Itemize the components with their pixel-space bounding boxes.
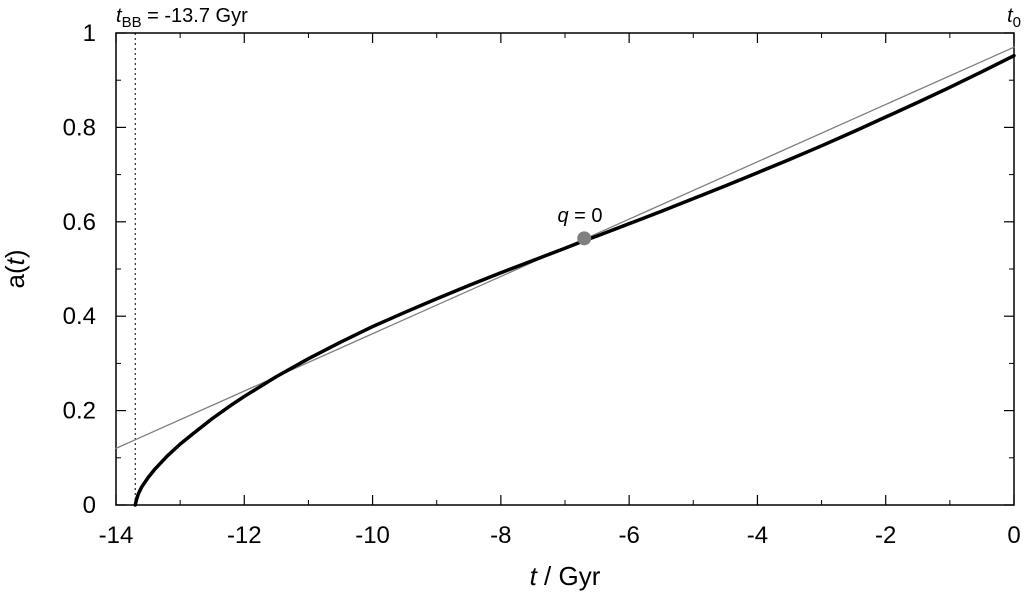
y-tick-label: 0.2 xyxy=(63,398,96,425)
big-bang-annotation: tBB = -13.7 Gyr xyxy=(116,5,248,31)
y-tick-label: 0.4 xyxy=(63,303,96,330)
y-tick-label: 0.6 xyxy=(63,209,96,236)
x-axis-label: t / Gyr xyxy=(530,561,601,591)
y-tick-label: 0.8 xyxy=(63,114,96,141)
y-tick-label: 0 xyxy=(83,492,96,519)
y-axis-label: a(t) xyxy=(0,249,30,288)
series-group xyxy=(115,46,1016,507)
x-tick-label: -8 xyxy=(490,522,511,549)
major-ticks xyxy=(115,32,1015,506)
x-tick-label: -10 xyxy=(355,522,390,549)
y-tick-labels: 0 0.2 0.4 0.6 0.8 1 xyxy=(63,20,96,519)
x-tick-label: -4 xyxy=(747,522,768,549)
x-tick-label: -12 xyxy=(227,522,262,549)
deceleration-zero-marker xyxy=(577,231,592,246)
today-annotation: t0 xyxy=(1007,5,1021,31)
marker-label: q = 0 xyxy=(557,205,602,227)
minor-ticks xyxy=(116,33,1014,505)
y-tick-label: 1 xyxy=(83,20,96,47)
scale-factor-curve xyxy=(133,53,1016,507)
x-tick-label: -14 xyxy=(99,522,134,549)
x-tick-label: -2 xyxy=(875,522,896,549)
x-tick-label: 0 xyxy=(1007,522,1020,549)
plot-frame xyxy=(115,32,1015,506)
x-tick-labels: -14 -12 -10 -8 -6 -4 -2 0 xyxy=(99,522,1021,549)
x-tick-label: -6 xyxy=(618,522,639,549)
